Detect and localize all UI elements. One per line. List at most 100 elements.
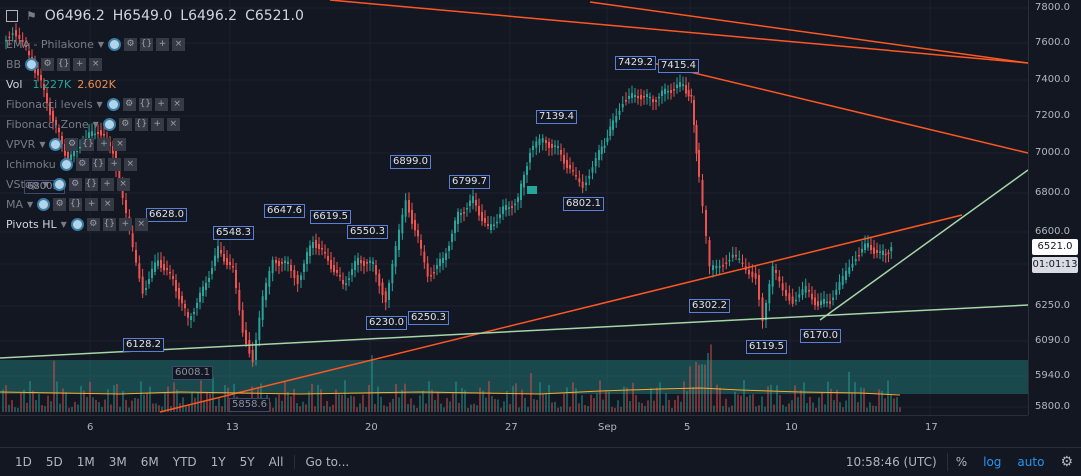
percent-scale-toggle[interactable]: % <box>955 455 968 469</box>
goto-date-button[interactable]: Go to... <box>294 455 359 469</box>
eye-icon[interactable] <box>70 217 84 231</box>
braces-icon[interactable]: {} <box>91 157 105 171</box>
chevron-down-icon[interactable]: ▼ <box>60 219 67 229</box>
gear-icon[interactable]: ⚙ <box>118 117 132 131</box>
chevron-down-icon[interactable]: ▼ <box>39 139 46 149</box>
braces-icon[interactable]: {} <box>140 37 153 51</box>
time-axis[interactable]: 6 13 20 27 Sep 5 10 17 <box>0 415 1028 440</box>
braces-icon[interactable]: {} <box>57 57 71 71</box>
range-button-1y[interactable]: 1Y <box>210 455 226 469</box>
log-scale-toggle[interactable]: log <box>983 455 1002 469</box>
collapse-legend-icon[interactable] <box>6 10 18 22</box>
eye-icon[interactable] <box>108 37 121 51</box>
eye-icon[interactable] <box>106 97 120 111</box>
gear-icon[interactable]: ⚙ <box>124 37 137 51</box>
plus-icon[interactable]: + <box>154 97 168 111</box>
plus-icon[interactable]: + <box>118 217 132 231</box>
legend-row[interactable]: VStop ▼ ⚙{} + × <box>6 174 188 194</box>
chart-plot-area[interactable]: 6628.0 6548.3 6647.6 6619.5 6550.3 6899.0 6799… <box>0 0 1028 415</box>
legend-row[interactable]: Fibonacci Zone ▼ ⚙{} + × <box>6 114 188 134</box>
legend-row[interactable]: BB ⚙{} + × <box>6 54 188 74</box>
candle-body <box>682 84 684 86</box>
range-button-1m[interactable]: 1M <box>76 455 95 469</box>
legend-row[interactable]: Pivots HL ▼ ⚙{} + × <box>6 214 188 234</box>
eye-icon[interactable] <box>37 197 51 211</box>
candle-body <box>861 248 863 253</box>
bar-countdown-label: 01:01:13 <box>1032 257 1078 273</box>
pivot-price-label: 6628.0 <box>146 208 187 222</box>
gear-icon[interactable]: ⚙ <box>53 197 67 211</box>
chevron-down-icon[interactable]: ▼ <box>92 119 99 129</box>
range-button-1d[interactable]: 1D <box>15 455 32 469</box>
legend-row[interactable]: MA ▼ ⚙{} + × <box>6 194 188 214</box>
eye-icon[interactable] <box>49 137 63 151</box>
eye-icon[interactable] <box>25 57 39 71</box>
close-icon[interactable]: × <box>123 157 137 171</box>
close-icon[interactable]: × <box>172 37 185 51</box>
range-button-5y[interactable]: 5Y <box>239 455 255 469</box>
braces-icon[interactable]: {} <box>102 217 116 231</box>
braces-icon[interactable]: {} <box>138 97 152 111</box>
eye-icon[interactable] <box>102 117 116 131</box>
plus-icon[interactable]: + <box>150 117 164 131</box>
candle-body <box>327 256 329 261</box>
chevron-down-icon[interactable]: ▼ <box>42 179 49 189</box>
gear-icon[interactable]: ⚙ <box>41 57 55 71</box>
close-icon[interactable]: × <box>101 197 115 211</box>
range-button-ytd[interactable]: YTD <box>172 455 197 469</box>
gear-icon[interactable]: ⚙ <box>1060 454 1073 470</box>
plus-icon[interactable]: + <box>107 157 121 171</box>
plus-icon[interactable]: + <box>156 37 169 51</box>
chevron-down-icon[interactable]: ▼ <box>27 199 34 209</box>
gear-icon[interactable]: ⚙ <box>68 177 82 191</box>
range-button-6m[interactable]: 6M <box>140 455 159 469</box>
braces-icon[interactable]: {} <box>134 117 148 131</box>
candle-body <box>79 146 81 149</box>
volume-bar <box>218 398 220 412</box>
braces-icon[interactable]: {} <box>81 137 95 151</box>
close-icon[interactable]: × <box>113 137 127 151</box>
close-icon[interactable]: × <box>170 97 184 111</box>
volume-bar <box>278 394 280 412</box>
legend-row[interactable]: Fibonacci levels ▼ ⚙{} + × <box>6 94 188 114</box>
legend-row[interactable]: Ichimoku ⚙{} + × <box>6 154 188 174</box>
chevron-down-icon[interactable]: ▼ <box>96 99 103 109</box>
close-icon[interactable]: × <box>89 57 103 71</box>
plus-icon[interactable]: + <box>97 137 111 151</box>
gear-icon[interactable]: ⚙ <box>122 97 136 111</box>
auto-scale-toggle[interactable]: auto <box>1017 455 1045 469</box>
candle-body <box>306 252 308 264</box>
legend-row[interactable]: Vol 1.227K 2.602K <box>6 74 188 94</box>
plus-icon[interactable]: + <box>100 177 114 191</box>
range-button-3m[interactable]: 3M <box>108 455 127 469</box>
candle-body <box>423 251 426 263</box>
flag-icon[interactable]: ⚑ <box>26 9 37 23</box>
braces-icon[interactable]: {} <box>84 177 98 191</box>
candle-body <box>731 254 734 258</box>
candle-body <box>315 240 317 248</box>
close-icon[interactable]: × <box>116 177 130 191</box>
range-button-5d[interactable]: 5D <box>45 455 63 469</box>
legend-row[interactable]: VPVR ▼ ⚙{} + × <box>6 134 188 154</box>
braces-icon[interactable]: {} <box>69 197 83 211</box>
legend-row[interactable]: EMA - Philakone ▼ ⚙{} + × <box>6 34 188 54</box>
range-button-all[interactable]: All <box>268 455 284 469</box>
price-tick-label: 5940.0 <box>1035 370 1070 381</box>
candle-body <box>121 183 124 199</box>
price-axis[interactable]: 7800.0 7600.0 7400.0 7200.0 7000.0 6800.0 6600… <box>1028 0 1081 415</box>
gear-icon[interactable]: ⚙ <box>86 217 100 231</box>
plus-icon[interactable]: + <box>85 197 99 211</box>
utc-clock[interactable]: 10:58:46 (UTC) <box>845 455 937 469</box>
chart-canvas[interactable] <box>0 0 1028 415</box>
chevron-down-icon[interactable]: ▼ <box>97 39 104 49</box>
close-icon[interactable]: × <box>166 117 180 131</box>
gear-icon[interactable]: ⚙ <box>75 157 89 171</box>
eye-icon[interactable] <box>59 157 73 171</box>
plus-icon[interactable]: + <box>73 57 87 71</box>
eye-icon[interactable] <box>52 177 66 191</box>
candle-body <box>172 276 174 280</box>
gear-icon[interactable]: ⚙ <box>65 137 79 151</box>
volume-bar <box>296 403 298 412</box>
volume-bar <box>500 407 502 412</box>
close-icon[interactable]: × <box>134 217 148 231</box>
